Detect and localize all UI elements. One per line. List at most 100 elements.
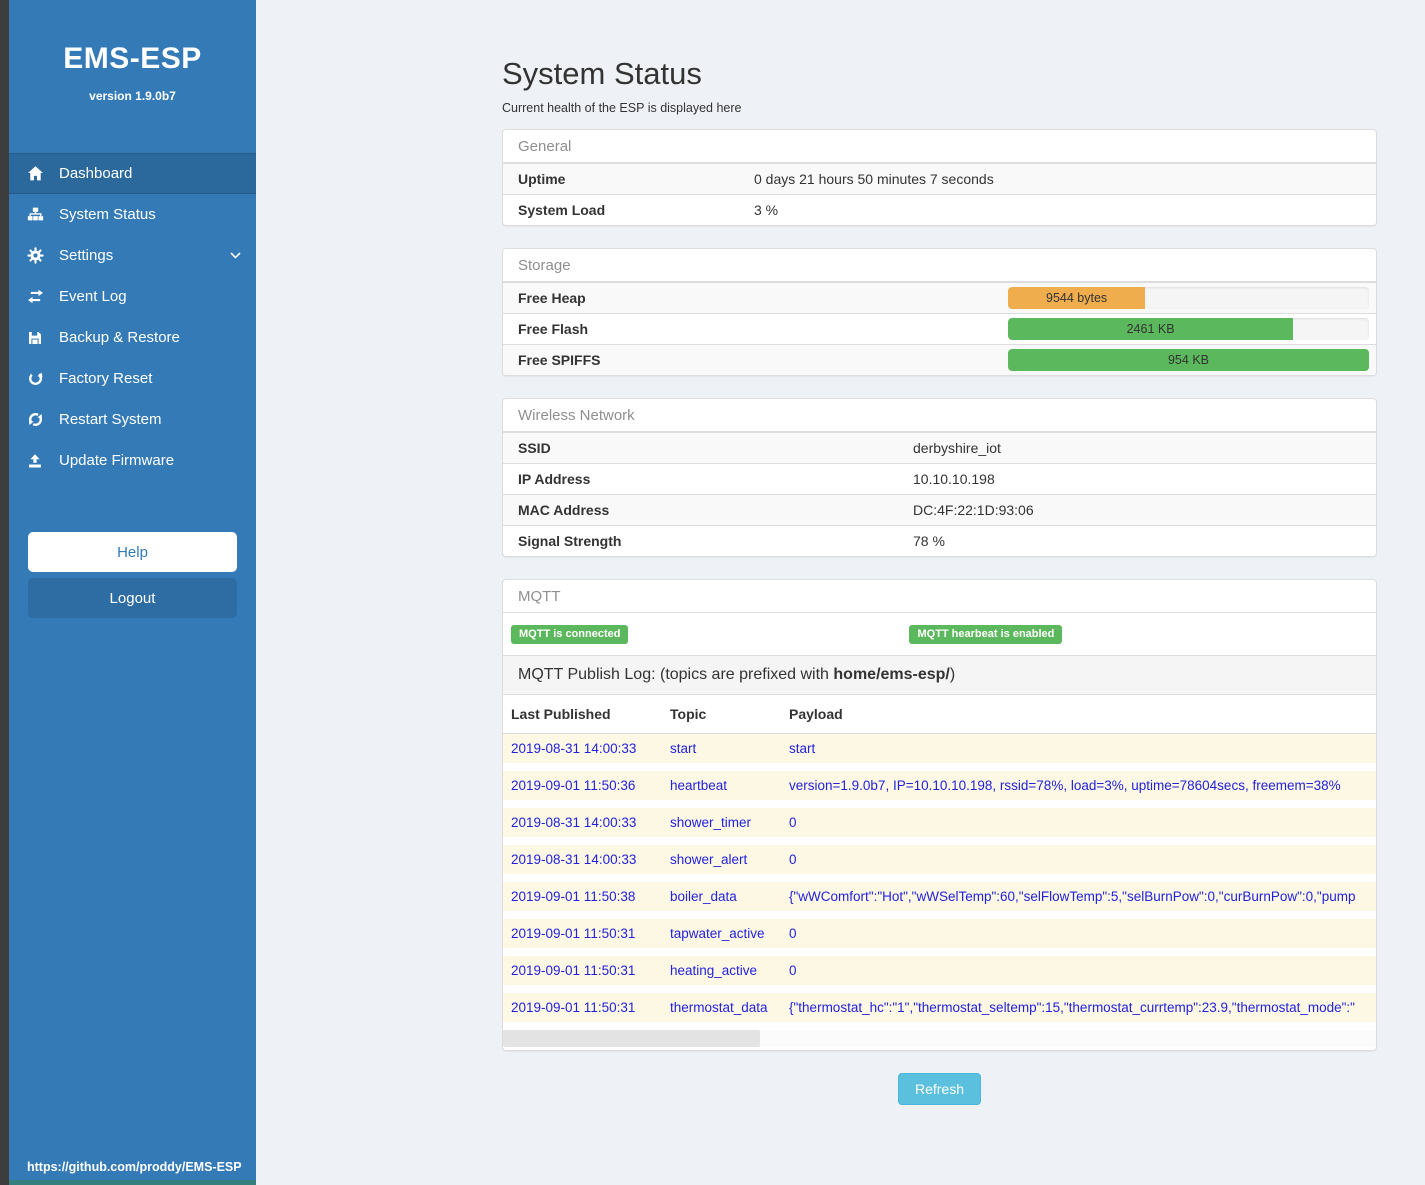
- log-table-header: Last Published Topic Payload: [503, 695, 1376, 734]
- sidebar-item-dashboard[interactable]: Dashboard: [9, 153, 256, 194]
- publish-log-suffix: ): [949, 666, 956, 683]
- sidebar-item-label: Factory Reset: [59, 370, 153, 387]
- free-heap-progress-fill: 9544 bytes: [1008, 287, 1146, 309]
- free-spiffs-value: 954 KB: [1167, 353, 1209, 367]
- log-payload: 0: [789, 963, 797, 978]
- system-load-value: 3 %: [754, 202, 779, 218]
- ssid-value: derbyshire_iot: [913, 440, 1001, 456]
- col-header-last-published: Last Published: [511, 706, 611, 722]
- mqtt-status-row: MQTT is connected MQTT hearbeat is enabl…: [503, 613, 1376, 655]
- publish-log-prefix: MQTT Publish Log: (topics are prefixed w…: [518, 666, 834, 683]
- sidebar-item-event-log[interactable]: Event Log: [9, 276, 256, 317]
- col-header-payload: Payload: [789, 706, 843, 722]
- log-row: 2019-09-01 11:50:31 tapwater_active 0: [503, 919, 1376, 948]
- log-row: 2019-09-01 11:50:31 heating_active 0: [503, 956, 1376, 985]
- sidebar-item-label: Dashboard: [59, 165, 133, 182]
- sitemap-icon: [24, 206, 46, 224]
- sidebar-nav: Dashboard System Status Settings Event L: [9, 153, 256, 481]
- upload-icon: [24, 452, 46, 470]
- free-heap-label: Free Heap: [518, 290, 586, 306]
- log-row: 2019-09-01 11:50:31 thermostat_data {"th…: [503, 993, 1376, 1022]
- log-time: 2019-09-01 11:50:36: [511, 778, 636, 793]
- free-flash-value: 2461 KB: [1126, 322, 1175, 336]
- ssid-row: SSID derbyshire_iot: [503, 432, 1376, 463]
- log-time: 2019-08-31 14:00:33: [511, 852, 637, 867]
- system-load-row: System Load 3 %: [503, 194, 1376, 225]
- free-spiffs-progress: 954 KB: [1008, 349, 1369, 371]
- sidebar-item-restart-system[interactable]: Restart System: [9, 399, 256, 440]
- ip-address-value: 10.10.10.198: [913, 471, 995, 487]
- horizontal-scrollbar[interactable]: [503, 1030, 1376, 1047]
- gear-icon: [24, 247, 46, 265]
- scrollbar-thumb[interactable]: [503, 1030, 760, 1047]
- github-link[interactable]: https://github.com/proddy/EMS-ESP: [27, 1160, 242, 1174]
- log-row: 2019-08-31 14:00:33 shower_timer 0: [503, 808, 1376, 837]
- free-spiffs-progress-fill: 954 KB: [1008, 349, 1369, 371]
- free-flash-progress: 2461 KB: [1008, 318, 1369, 340]
- log-topic: shower_alert: [670, 852, 748, 867]
- log-payload: 0: [789, 852, 797, 867]
- signal-strength-row: Signal Strength 78 %: [503, 525, 1376, 556]
- chevron-down-icon: [229, 249, 242, 266]
- system-load-label: System Load: [518, 202, 606, 218]
- logout-button[interactable]: Logout: [28, 578, 237, 618]
- log-topic: heartbeat: [670, 778, 728, 793]
- general-panel: General Uptime 0 days 21 hours 50 minute…: [502, 129, 1377, 226]
- page-title: System Status: [502, 56, 702, 91]
- publish-log-topic-prefix: home/ems-esp/: [833, 666, 950, 683]
- log-topic: heating_active: [670, 963, 758, 978]
- uptime-row: Uptime 0 days 21 hours 50 minutes 7 seco…: [503, 163, 1376, 194]
- free-spiffs-row: Free SPIFFS 954 KB: [503, 344, 1376, 375]
- mac-address-row: MAC Address DC:4F:22:1D:93:06: [503, 494, 1376, 525]
- help-button[interactable]: Help: [28, 532, 237, 572]
- wireless-panel-title: Wireless Network: [503, 399, 1376, 432]
- sidebar-buttons: Help Logout: [9, 532, 256, 618]
- free-heap-row: Free Heap 9544 bytes: [503, 282, 1376, 313]
- sidebar-item-update-firmware[interactable]: Update Firmware: [9, 440, 256, 481]
- log-payload: {"thermostat_hc":"1","thermostat_seltemp…: [789, 1000, 1355, 1015]
- sidebar-item-label: System Status: [59, 206, 156, 223]
- sidebar-item-factory-reset[interactable]: Factory Reset: [9, 358, 256, 399]
- mac-address-label: MAC Address: [518, 502, 610, 518]
- log-row: 2019-09-01 11:50:36 heartbeat version=1.…: [503, 771, 1376, 800]
- refresh-button[interactable]: Refresh: [897, 1073, 982, 1105]
- ip-address-row: IP Address 10.10.10.198: [503, 463, 1376, 494]
- ssid-label: SSID: [518, 440, 551, 456]
- log-time: 2019-08-31 14:00:33: [511, 741, 637, 756]
- log-time: 2019-09-01 11:50:38: [511, 889, 636, 904]
- uptime-value: 0 days 21 hours 50 minutes 7 seconds: [754, 171, 994, 187]
- main-content: System Status Current health of the ESP …: [256, 0, 1425, 1185]
- signal-strength-value: 78 %: [913, 533, 945, 549]
- free-heap-progress: 9544 bytes: [1008, 287, 1369, 309]
- mac-address-value: DC:4F:22:1D:93:06: [913, 502, 1034, 518]
- sidebar-item-backup-restore[interactable]: Backup & Restore: [9, 317, 256, 358]
- log-payload: start: [789, 741, 816, 756]
- mqtt-heartbeat-badge: MQTT hearbeat is enabled: [909, 624, 1063, 644]
- exchange-icon: [24, 288, 46, 306]
- sidebar-item-system-status[interactable]: System Status: [9, 194, 256, 235]
- log-time: 2019-09-01 11:50:31: [511, 1000, 636, 1015]
- home-icon: [24, 165, 46, 183]
- log-time: 2019-09-01 11:50:31: [511, 963, 636, 978]
- window-edge: [0, 0, 9, 1185]
- sidebar-bottom-strip: [9, 1180, 256, 1185]
- ip-address-label: IP Address: [518, 471, 591, 487]
- mqtt-panel: MQTT MQTT is connected MQTT hearbeat is …: [502, 579, 1377, 1051]
- uptime-label: Uptime: [518, 171, 566, 187]
- log-topic: tapwater_active: [670, 926, 765, 941]
- mqtt-connected-badge: MQTT is connected: [511, 624, 629, 644]
- log-row: 2019-08-31 14:00:33 start start: [503, 734, 1376, 763]
- free-flash-row: Free Flash 2461 KB: [503, 313, 1376, 344]
- log-row: 2019-09-01 11:50:38 boiler_data {"wWComf…: [503, 882, 1376, 911]
- rotate-right-icon: [24, 370, 46, 388]
- mqtt-panel-title: MQTT: [503, 580, 1376, 613]
- sidebar-item-settings[interactable]: Settings: [9, 235, 256, 276]
- col-header-topic: Topic: [670, 706, 707, 722]
- sidebar-item-label: Backup & Restore: [59, 329, 180, 346]
- log-time: 2019-09-01 11:50:31: [511, 926, 636, 941]
- general-panel-title: General: [503, 130, 1376, 163]
- sidebar-item-label: Update Firmware: [59, 452, 175, 469]
- app-title: EMS-ESP: [63, 42, 202, 75]
- log-time: 2019-08-31 14:00:33: [511, 815, 637, 830]
- log-payload: 0: [789, 926, 797, 941]
